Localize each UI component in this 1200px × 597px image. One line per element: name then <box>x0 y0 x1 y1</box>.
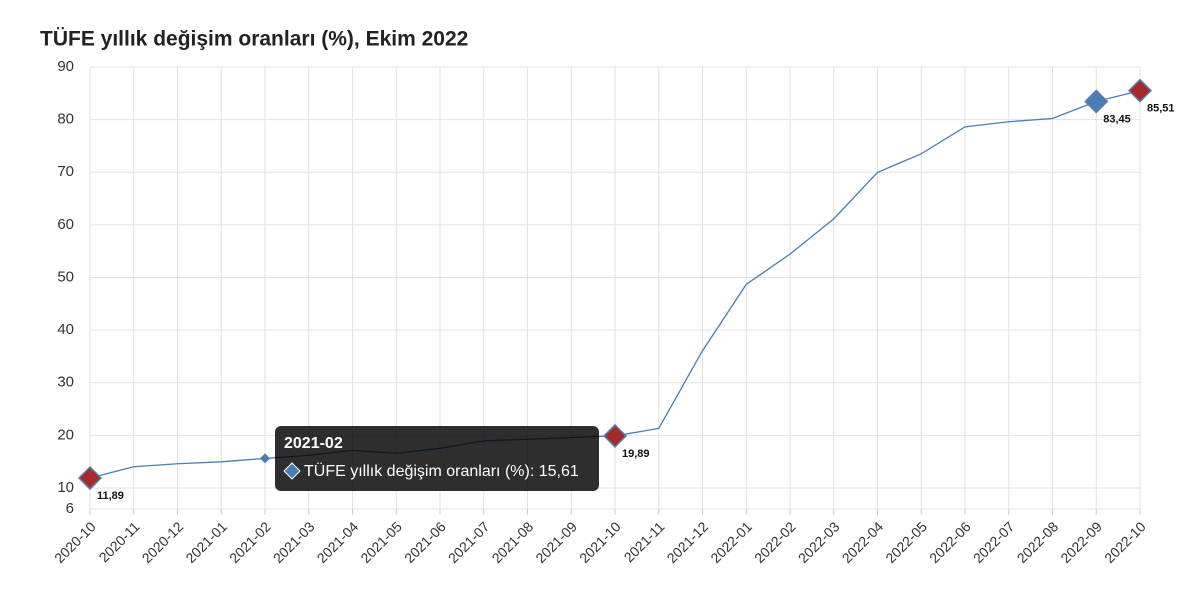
x-tick-label: 2022-08 <box>1014 518 1062 566</box>
y-tick-label: 70 <box>57 163 74 180</box>
x-tick-label: 2021-10 <box>576 518 624 566</box>
y-tick-label: 80 <box>57 111 74 128</box>
tooltip-text: TÜFE yıllık değişim oranları (%): 15,61 <box>304 462 579 480</box>
x-tick-label: 2021-05 <box>357 518 405 566</box>
x-tick-label: 2021-03 <box>270 518 318 566</box>
x-tick-label: 2022-01 <box>707 518 755 566</box>
tooltip-box <box>275 426 599 491</box>
point-marker <box>602 423 628 448</box>
data-label: 85,51 <box>1147 103 1175 115</box>
x-tick-label: 2020-11 <box>96 518 143 565</box>
data-label: 83,45 <box>1103 113 1131 125</box>
y-tick-label: 20 <box>57 426 74 443</box>
x-tick-label: 2020-10 <box>51 518 99 566</box>
tooltip: 2021-02 TÜFE yıllık değişim oranları (%):… <box>275 426 599 491</box>
chart-title: TÜFE yıllık değişim oranları (%), Ekim 2… <box>40 28 468 51</box>
x-tick-label: 2021-04 <box>314 518 362 566</box>
data-label: 11,89 <box>97 490 124 502</box>
x-tick-label: 2022-10 <box>1101 518 1149 566</box>
x-tick-label: 2021-12 <box>664 518 712 566</box>
x-tick-label: 2021-08 <box>489 518 537 566</box>
point-marker <box>1084 89 1109 114</box>
y-tick-label: 10 <box>57 479 74 496</box>
y-tick-label: 30 <box>57 374 74 391</box>
y-tick-label: 6 <box>66 500 74 517</box>
x-tick-label: 2022-06 <box>926 518 974 566</box>
tooltip-title: 2021-02 <box>284 435 343 452</box>
x-tick-label: 2022-05 <box>882 518 930 566</box>
x-tick-label: 2021-06 <box>401 518 449 566</box>
x-tick-label: 2022-02 <box>751 518 799 566</box>
y-tick-label: 40 <box>57 321 74 338</box>
x-tick-label: 2021-01 <box>182 518 230 566</box>
point-marker <box>1127 78 1153 103</box>
point-marker <box>77 465 103 491</box>
y-tick-label: 50 <box>57 268 74 285</box>
x-tick-label: 2021-11 <box>621 518 668 565</box>
tooltip-swatch <box>283 462 301 480</box>
point-marker <box>260 453 270 464</box>
x-tick-label: 2022-04 <box>839 518 887 566</box>
x-tick-label: 2022-07 <box>970 518 1018 566</box>
y-tick-label: 60 <box>57 216 74 233</box>
x-tick-label: 2021-02 <box>226 518 274 566</box>
x-tick-label: 2020-12 <box>139 518 187 566</box>
data-label: 19,89 <box>622 448 650 460</box>
x-tick-label: 2022-03 <box>795 518 843 566</box>
x-tick-label: 2021-09 <box>532 518 580 566</box>
x-tick-label: 2021-07 <box>445 518 493 566</box>
x-tick-label: 2022-09 <box>1057 518 1105 566</box>
y-tick-label: 90 <box>57 58 74 75</box>
